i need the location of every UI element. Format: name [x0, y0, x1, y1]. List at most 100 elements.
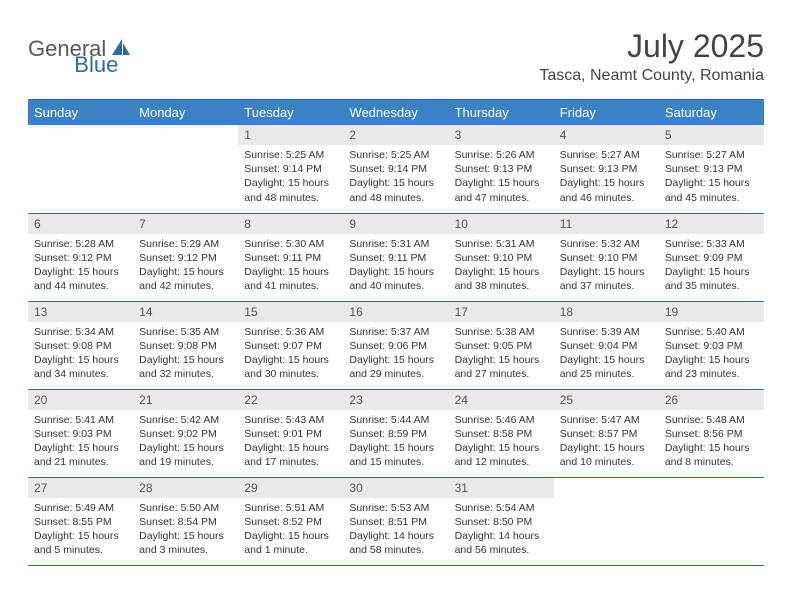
calendar-cell: 19Sunrise: 5:40 AMSunset: 9:03 PMDayligh…	[659, 301, 764, 389]
sunrise-line: Sunrise: 5:47 AM	[560, 414, 640, 426]
calendar-cell: 9 Sunrise: 5:31 AM Sunset: 9:11 PM Daylight…	[343, 213, 448, 301]
daylight-line: Daylight: 15 hours and 37 minutes.	[560, 266, 645, 292]
day-number: 27	[28, 478, 133, 498]
sunset-line: Sunset: 9:04 PM	[560, 340, 638, 352]
daylight-line: Daylight: 15 hours and 27 minutes.	[455, 354, 540, 380]
sunset-line: Sunset: 8:57 PM	[560, 428, 638, 440]
day-details: Sunrise: 5:53 AM Sunset: 8:51 PM Daylight:…	[343, 498, 448, 564]
sunrise-line: Sunrise: 5:36 AM	[244, 326, 324, 338]
sunrise-line: Sunrise: 5:28 AM	[34, 238, 114, 250]
calendar-cell: 17Sunrise: 5:38 AMSunset: 9:05 PMDayligh…	[449, 301, 554, 389]
calendar-cell: 11Sunrise: 5:32 AMSunset: 9:10 PMDayligh…	[554, 213, 659, 301]
day-number: 19	[659, 302, 764, 322]
day-details: Sunrise: 5:42 AMSunset: 9:02 PMDaylight:…	[133, 410, 238, 476]
calendar-table: Sunday Monday Tuesday Wednesday Thursday…	[28, 99, 764, 566]
day-number: 17	[449, 302, 554, 322]
page-header: General Blue July 2025 Tasca, Neamt Coun…	[28, 24, 764, 89]
calendar-cell	[659, 477, 764, 565]
sunrise-line: Sunrise: 5:50 AM	[139, 502, 219, 514]
daylight-line: Daylight: 15 hours and 40 minutes.	[349, 266, 434, 292]
calendar-cell	[28, 125, 133, 213]
sunset-line: Sunset: 8:55 PM	[34, 516, 112, 528]
day-number-empty	[133, 125, 238, 145]
day-number: 23	[343, 390, 448, 410]
daylight-line: Daylight: 15 hours and 25 minutes.	[560, 354, 645, 380]
day-details: Sunrise: 5:29 AMSunset: 9:12 PMDaylight:…	[133, 234, 238, 300]
calendar-cell: 10Sunrise: 5:31 AMSunset: 9:10 PMDayligh…	[449, 213, 554, 301]
daylight-line: Daylight: 15 hours and 35 minutes.	[665, 266, 750, 292]
sunrise-line: Sunrise: 5:43 AM	[244, 414, 324, 426]
sunset-line: Sunset: 9:03 PM	[34, 428, 112, 440]
sunrise-line: Sunrise: 5:41 AM	[34, 414, 114, 426]
sunrise-line: Sunrise: 5:53 AM	[349, 502, 429, 514]
calendar-cell: 21Sunrise: 5:42 AMSunset: 9:02 PMDayligh…	[133, 389, 238, 477]
day-number: 11	[554, 214, 659, 234]
calendar-cell: 31Sunrise: 5:54 AMSunset: 8:50 PMDayligh…	[449, 477, 554, 565]
day-details: Sunrise: 5:28 AMSunset: 9:12 PMDaylight:…	[28, 234, 133, 300]
location-subtitle: Tasca, Neamt County, Romania	[539, 67, 764, 85]
day-number: 26	[659, 390, 764, 410]
calendar-cell: 30Sunrise: 5:53 AMSunset: 8:51 PMDayligh…	[343, 477, 448, 565]
calendar-cell: 25Sunrise: 5:47 AMSunset: 8:57 PMDayligh…	[554, 389, 659, 477]
day-details: Sunrise: 5:48 AMSunset: 8:56 PMDaylight:…	[659, 410, 764, 476]
calendar-cell: 18Sunrise: 5:39 AMSunset: 9:04 PMDayligh…	[554, 301, 659, 389]
day-number: 3	[449, 125, 554, 145]
sunset-line: Sunset: 8:51 PM	[349, 516, 427, 528]
brand-logo: General Blue	[28, 24, 178, 62]
sunrise-line: Sunrise: 5:31 AM	[455, 238, 535, 250]
day-number: 6	[28, 214, 133, 234]
title-block: July 2025 Tasca, Neamt County, Romania	[539, 24, 764, 89]
daylight-line: Daylight: 15 hours and 5 minutes.	[34, 530, 119, 556]
calendar-cell: 2Sunrise: 5:25 AMSunset: 9:14 PMDaylight…	[343, 125, 448, 213]
sunrise-line: Sunrise: 5:32 AM	[560, 238, 640, 250]
sunset-line: Sunset: 9:12 PM	[139, 252, 217, 264]
daylight-line: Daylight: 15 hours and 45 minutes.	[665, 177, 750, 203]
day-details: Sunrise: 5:46 AM Sunset: 8:58 PM Daylight:…	[449, 410, 554, 476]
sunset-line: Sunset: 9:11 PM	[244, 252, 321, 264]
day-number: 24	[449, 390, 554, 410]
day-number: 12	[659, 214, 764, 234]
daylight-line: Daylight: 15 hours and 29 minutes.	[349, 354, 434, 380]
day-details: Sunrise: 5:30 AMSunset: 9:11 PMDaylight:…	[238, 234, 343, 300]
sunrise-line: Sunrise: 5:51 AM	[244, 502, 324, 514]
weekday-header: Tuesday	[238, 100, 343, 126]
day-number: 28	[133, 478, 238, 498]
daylight-line: Daylight: 15 hours and 8 minutes.	[665, 442, 750, 468]
daylight-line: Daylight: 14 hours and 56 minutes.	[455, 530, 540, 556]
calendar-cell: 28Sunrise: 5:50 AMSunset: 8:54 PMDayligh…	[133, 477, 238, 565]
sunrise-line: Sunrise: 5:31 AM	[349, 238, 429, 250]
day-details: Sunrise: 5:39 AMSunset: 9:04 PMDaylight:…	[554, 322, 659, 388]
daylight-line: Daylight: 15 hours and 32 minutes.	[139, 354, 224, 380]
daylight-line: Daylight: 15 hours and 30 minutes.	[244, 354, 329, 380]
sunrise-line: Sunrise: 5:25 AM	[349, 149, 429, 161]
sunrise-line: Sunrise: 5:27 AM	[560, 149, 640, 161]
day-details: Sunrise: 5:32 AMSunset: 9:10 PMDaylight:…	[554, 234, 659, 300]
day-number: 9	[343, 214, 448, 234]
sunset-line: Sunset: 8:58 PM	[455, 428, 533, 440]
sunrise-line: Sunrise: 5:35 AM	[139, 326, 219, 338]
daylight-line: Daylight: 15 hours and 47 minutes.	[455, 177, 540, 203]
month-title: July 2025	[539, 28, 764, 65]
sunset-line: Sunset: 9:11 PM	[349, 252, 426, 264]
calendar-cell: 27 Sunrise: 5:49 AM Sunset: 8:55 PM Dayligh…	[28, 477, 133, 565]
day-number: 1	[238, 125, 343, 145]
sunrise-line: Sunrise: 5:27 AM	[665, 149, 745, 161]
sunrise-line: Sunrise: 5:49 AM	[34, 502, 114, 514]
sunset-line: Sunset: 9:13 PM	[665, 163, 743, 175]
sunrise-line: Sunrise: 5:46 AM	[455, 414, 535, 426]
day-number: 16	[343, 302, 448, 322]
sunrise-line: Sunrise: 5:25 AM	[244, 149, 324, 161]
calendar-cell: 3Sunrise: 5:26 AMSunset: 9:13 PMDaylight…	[449, 125, 554, 213]
sunset-line: Sunset: 9:08 PM	[34, 340, 112, 352]
weekday-header: Sunday	[28, 100, 133, 126]
daylight-line: Daylight: 15 hours and 41 minutes.	[244, 266, 329, 292]
daylight-line: Daylight: 15 hours and 12 minutes.	[455, 442, 540, 468]
sunset-line: Sunset: 9:03 PM	[665, 340, 743, 352]
sunrise-line: Sunrise: 5:34 AM	[34, 326, 114, 338]
calendar-cell: 13Sunrise: 5:34 AMSunset: 9:08 PMDayligh…	[28, 301, 133, 389]
daylight-line: Daylight: 15 hours and 48 minutes.	[349, 177, 434, 203]
day-details: Sunrise: 5:36 AMSunset: 9:07 PMDaylight:…	[238, 322, 343, 388]
daylight-line: Daylight: 14 hours and 58 minutes.	[349, 530, 434, 556]
sunset-line: Sunset: 9:02 PM	[139, 428, 217, 440]
day-number: 18	[554, 302, 659, 322]
